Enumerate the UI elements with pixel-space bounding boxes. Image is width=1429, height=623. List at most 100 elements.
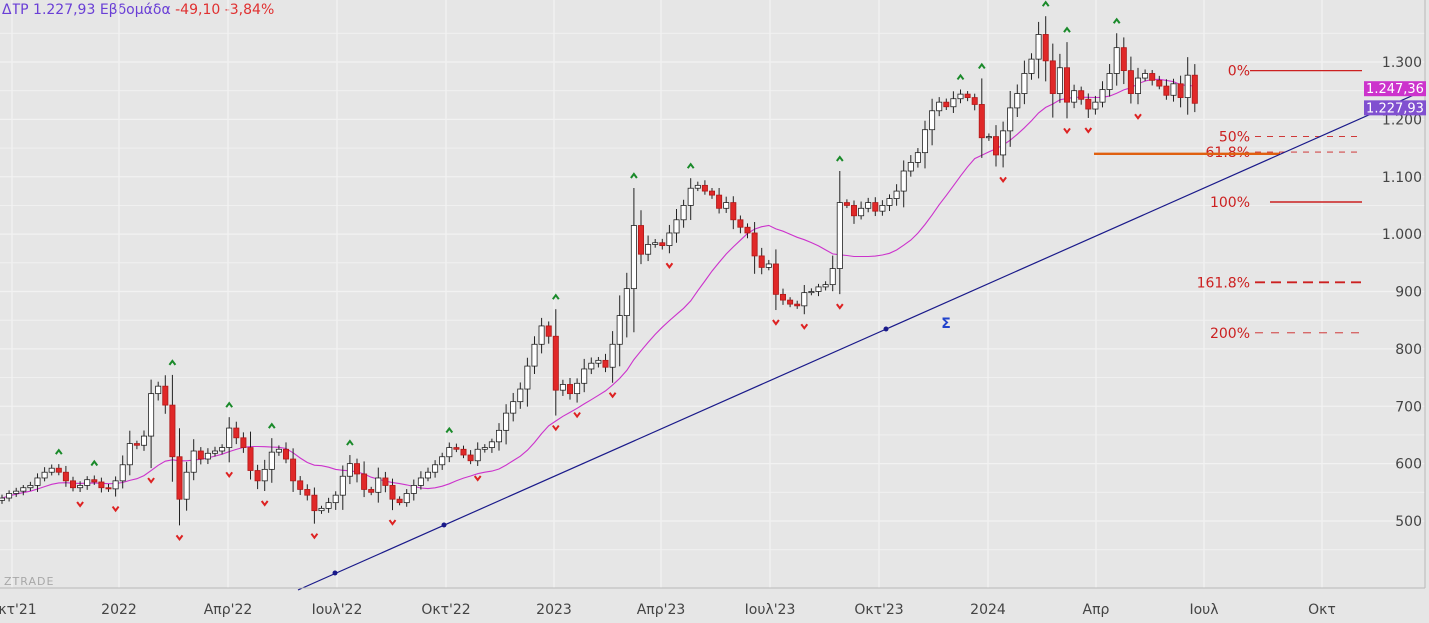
candle-up [588, 362, 595, 370]
candle-down [1078, 90, 1085, 100]
candle-up [836, 202, 843, 269]
fib-level-label: 0% [1228, 64, 1250, 80]
candle-up [1106, 73, 1113, 90]
fractal-up-icon [1041, 0, 1050, 7]
y-tick-label: 900 [1395, 285, 1422, 301]
y-tick-label: 500 [1395, 514, 1422, 530]
candle-down [233, 427, 240, 439]
fib-level-label: 161.8% [1197, 275, 1250, 291]
candle-down [730, 202, 737, 221]
candle-down [772, 263, 779, 295]
fibonacci-levels: 0%50%61.8%100%161.8%200% [1094, 64, 1362, 342]
candle-down [1191, 74, 1198, 104]
candle-up [559, 384, 566, 391]
candle-down [70, 480, 77, 489]
candle-down [602, 359, 609, 368]
y-axis: 500 600 700 800 900 1.000 1.100 1.200 1.300 [0, 0, 1426, 589]
candle-down [91, 479, 98, 483]
candle-up [1092, 101, 1099, 110]
candle-down [1149, 73, 1156, 81]
candle-up [432, 464, 439, 473]
candle-up [815, 286, 822, 292]
candle-up [155, 385, 162, 395]
fractal-down-icon [1084, 127, 1093, 134]
candle-down [552, 335, 559, 391]
candle-up [936, 101, 943, 112]
candle-up [673, 219, 680, 234]
x-tick-label: Απρ'22 [204, 602, 253, 618]
candle-down [709, 190, 716, 196]
fractal-down-icon [573, 411, 581, 419]
candle-up [20, 487, 27, 492]
candle-down [162, 385, 169, 406]
candle-up [1007, 107, 1014, 132]
candle-down [62, 471, 69, 482]
candle-up [1028, 58, 1035, 74]
fractal-up-icon [346, 439, 354, 446]
fractal-up-icon [1112, 17, 1121, 24]
candle-down [737, 219, 744, 228]
candle-down [1085, 98, 1092, 110]
candle-down [1120, 47, 1127, 72]
candle-up [957, 93, 964, 100]
fractal-down-icon [147, 477, 155, 484]
fractal-up-icon [630, 172, 638, 179]
candle-up [950, 98, 957, 108]
candle-up [375, 477, 382, 493]
candle-down [453, 447, 460, 450]
support-trendline [297, 89, 1426, 591]
trendline-anchor [883, 326, 889, 332]
candle-up [119, 464, 126, 482]
price-badge-label: 1.227,93 [1366, 101, 1424, 116]
candle-up [765, 263, 772, 268]
fractal-down-icon [772, 319, 780, 326]
candle-up [27, 485, 34, 489]
candle-down [638, 225, 645, 255]
price-badge [1364, 100, 1426, 116]
candle-up [417, 477, 424, 486]
candle-down [872, 202, 879, 212]
fractal-down-icon [473, 475, 482, 482]
candles [0, 16, 1198, 526]
candle-down [353, 463, 360, 475]
candle-down [197, 450, 204, 460]
x-tick-label: Απρ [1083, 602, 1110, 618]
candle-down [460, 448, 467, 456]
candle-down [169, 404, 176, 458]
candle-down [964, 93, 971, 98]
candle-down [545, 325, 552, 337]
symbol-name[interactable]: ΔΤΡ [2, 2, 29, 18]
fractal-down-icon [175, 534, 184, 542]
fractal-down-icon [310, 533, 319, 540]
candle-up [126, 443, 133, 466]
fractal-down-icon [836, 303, 844, 310]
candle-up [1113, 47, 1120, 74]
interval-label[interactable]: Εβδομάδα [99, 2, 171, 18]
candle-up [652, 242, 659, 245]
y-tick-label: 800 [1395, 342, 1422, 358]
price-change: -49,10 [175, 2, 221, 18]
candle-up [929, 110, 936, 131]
y-tick-label: 700 [1395, 399, 1422, 415]
candle-up [474, 448, 481, 462]
fractal-down-icon [1134, 113, 1142, 120]
x-axis: Οκτ'21 2022 Απρ'22 Ιουλ'22 Οκτ'22 2023 Απρ'23 Ι… [0, 602, 1336, 618]
candle-up [1184, 74, 1191, 98]
candle-down [1127, 70, 1134, 94]
x-tick-label: Ιουλ'22 [312, 602, 363, 618]
y-tick-label: 600 [1395, 457, 1422, 473]
candle-up [680, 205, 687, 221]
trendline[interactable] [297, 89, 1426, 591]
candle-up [808, 291, 815, 294]
candle-down [240, 437, 247, 448]
candle-up [0, 497, 5, 501]
candle-up [211, 450, 218, 454]
fractal-down-icon [608, 392, 617, 399]
candle-up [1014, 93, 1021, 109]
candle-down [311, 494, 318, 512]
price-badges: 1.247,36 1.227,93 [1364, 81, 1426, 116]
candle-up [261, 468, 268, 482]
candle-up [858, 207, 865, 217]
x-tick-label: Οκτ'23 [854, 602, 903, 618]
